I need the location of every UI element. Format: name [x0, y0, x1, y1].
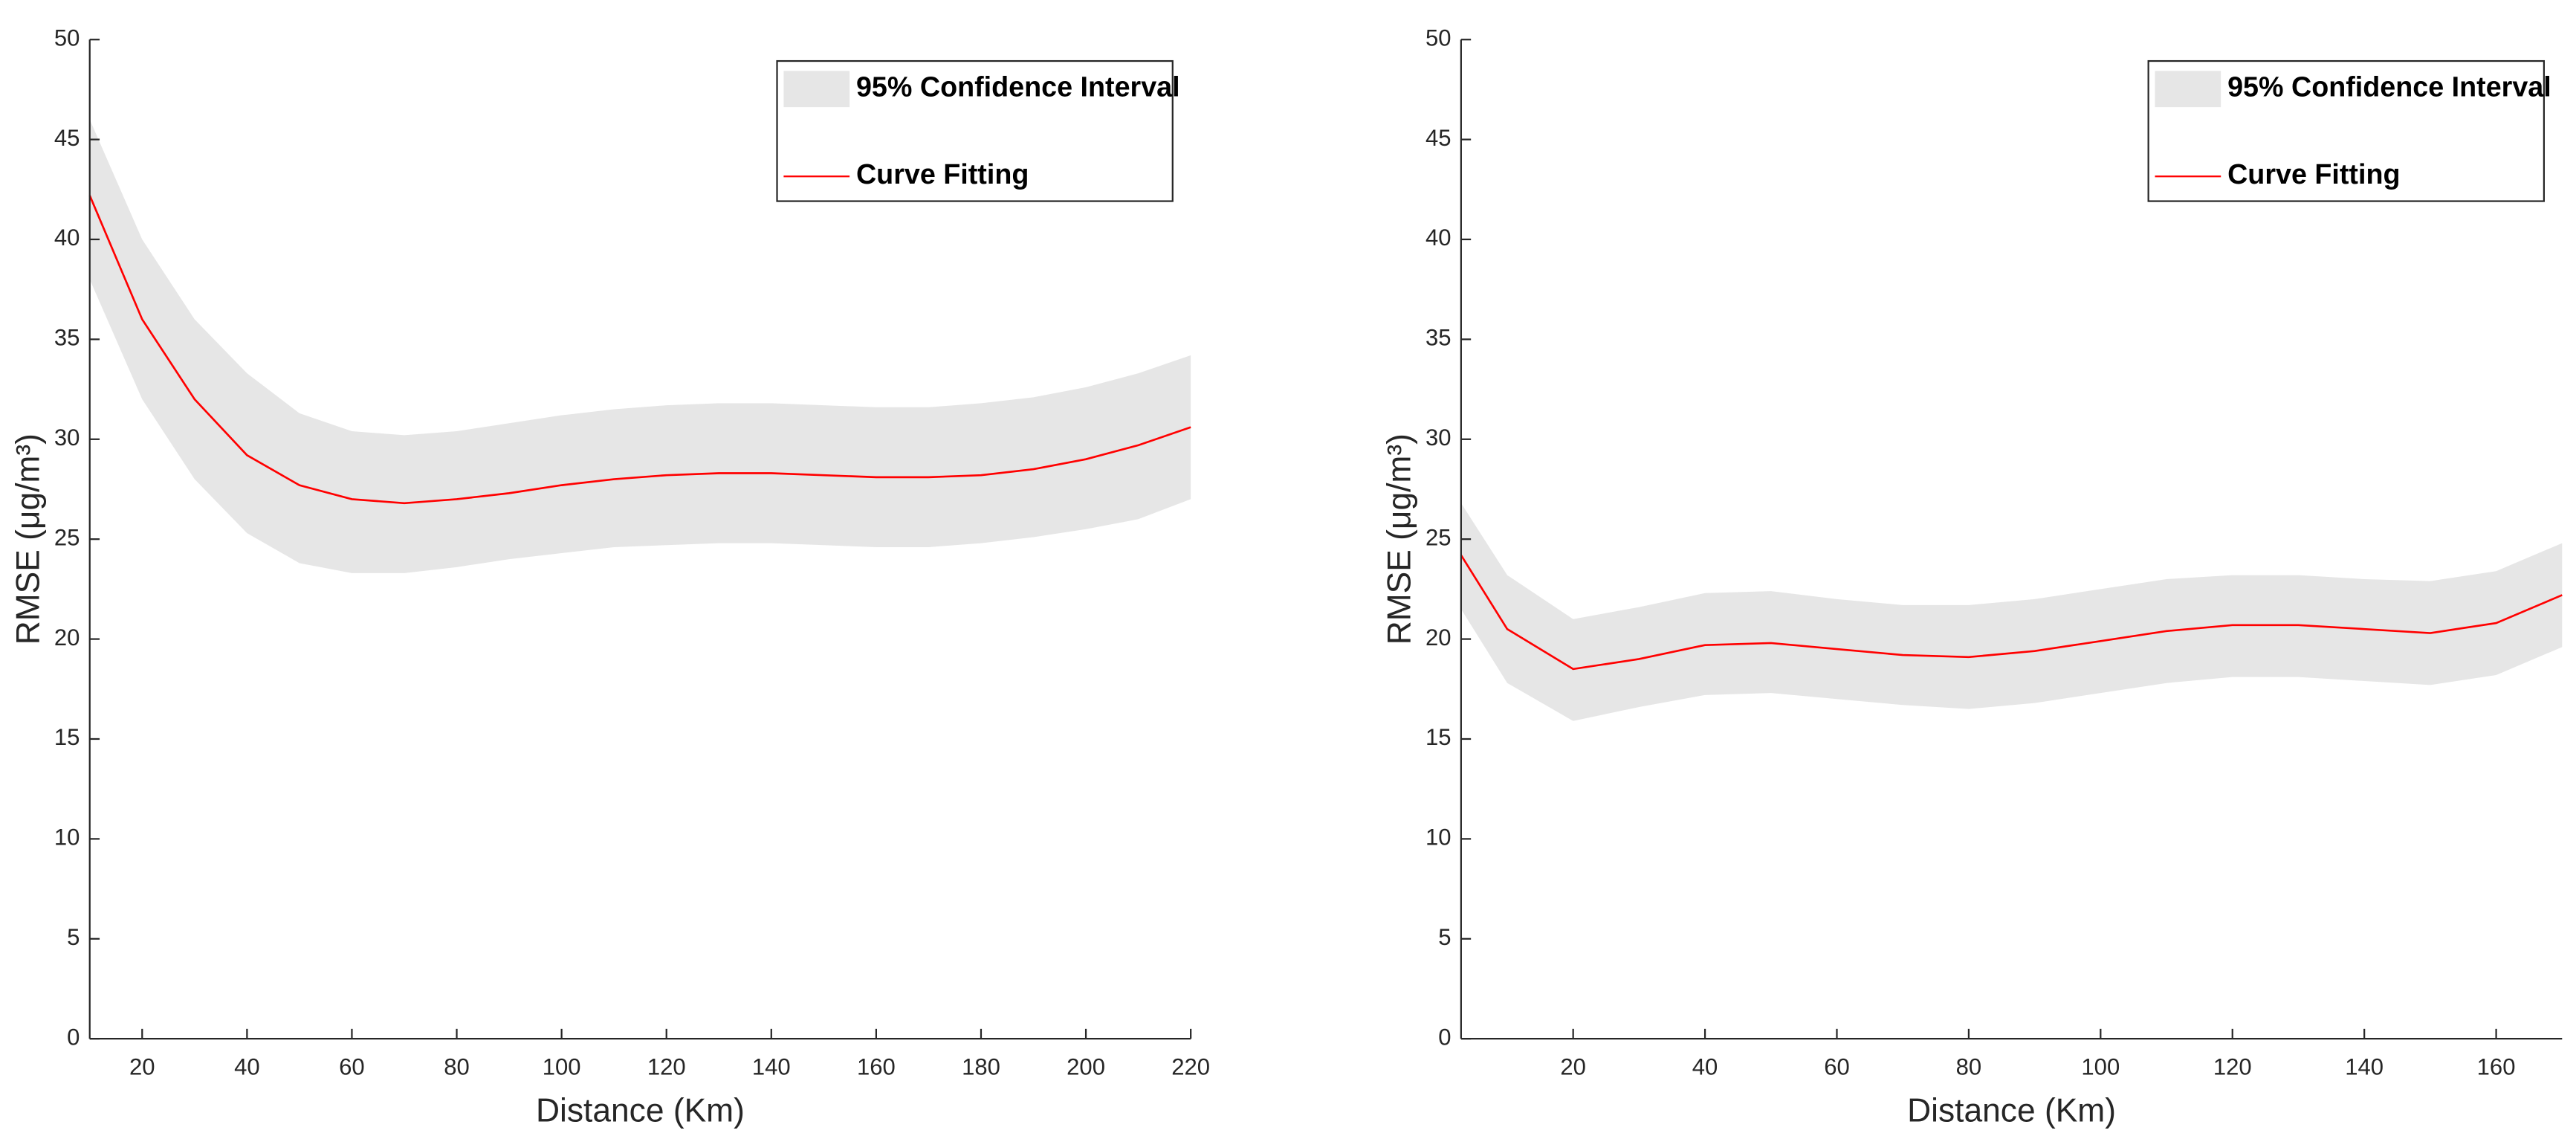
- x-tick-label: 140: [2345, 1053, 2384, 1079]
- fit-line: [88, 195, 1191, 505]
- legend-label: Curve Fitting: [856, 158, 1029, 190]
- y-tick-label: 50: [54, 25, 80, 51]
- legend-swatch: [783, 71, 850, 108]
- x-tick-label: 20: [129, 1053, 155, 1079]
- x-tick-label: 120: [2213, 1053, 2252, 1079]
- y-tick-label: 40: [54, 225, 80, 251]
- x-tick-label: 100: [543, 1053, 581, 1079]
- y-tick-label: 15: [54, 724, 80, 750]
- x-tick-label: 160: [857, 1053, 896, 1079]
- x-tick-label: 40: [234, 1053, 260, 1079]
- chart: 0 5 10 15 20 25 30 35 40 45 50 20 40 60 80 100 120 140 160…: [1382, 25, 2563, 1129]
- y-tick-label: 20: [54, 625, 80, 651]
- x-tick-label: 80: [1956, 1053, 1982, 1079]
- y-tick-label: 10: [54, 824, 80, 851]
- y-tick-label: 35: [1425, 325, 1452, 351]
- y-tick-label: 10: [1425, 824, 1452, 851]
- y-tick-label: 30: [1425, 425, 1452, 451]
- fit-line: [1460, 554, 2563, 671]
- y-tick-label: 50: [1425, 25, 1452, 51]
- y-tick-label: 0: [67, 1024, 80, 1050]
- legend-label: 95% Confidence Interval: [856, 71, 1180, 103]
- x-tick-label: 180: [962, 1053, 1000, 1079]
- legend-label: 95% Confidence Interval: [2227, 71, 2551, 103]
- y-tick-label: 25: [54, 524, 80, 550]
- x-tick-label: 220: [1171, 1053, 1210, 1079]
- x-tick-label: 140: [752, 1053, 791, 1079]
- x-tick-label: 120: [647, 1053, 686, 1079]
- x-tick-label: 160: [2477, 1053, 2516, 1079]
- y-tick-label: 45: [1425, 125, 1452, 151]
- y-axis-label: RMSE (μg/m³): [1382, 433, 1418, 645]
- x-tick-label: 40: [1692, 1053, 1718, 1079]
- legend-swatch: [2155, 71, 2221, 108]
- x-axis-label: Distance (Km): [1907, 1093, 2116, 1129]
- x-axis-label: Distance (Km): [536, 1093, 745, 1129]
- x-tick-label: 200: [1067, 1053, 1105, 1079]
- chart: 0 5 10 15 20 25 30 35 40 45 50 20 40 60 80 100 120 140 160…: [10, 25, 1210, 1129]
- y-tick-label: 45: [54, 125, 80, 151]
- y-tick-label: 0: [1438, 1024, 1451, 1050]
- y-tick-label: 35: [54, 325, 80, 351]
- x-tick-label: 60: [339, 1053, 365, 1079]
- y-tick-label: 25: [1425, 524, 1452, 550]
- x-tick-label: 20: [1560, 1053, 1586, 1079]
- y-tick-label: 5: [1438, 924, 1451, 950]
- y-tick-label: 40: [1425, 225, 1452, 251]
- confidence-band: [1460, 503, 2563, 721]
- legend-label: Curve Fitting: [2227, 158, 2400, 190]
- y-tick-label: 20: [1425, 625, 1452, 651]
- confidence-band: [89, 119, 1191, 573]
- y-tick-label: 5: [67, 924, 80, 950]
- x-tick-label: 60: [1824, 1053, 1850, 1079]
- x-tick-label: 80: [444, 1053, 470, 1079]
- y-axis-label: RMSE (μg/m³): [10, 433, 47, 645]
- y-tick-label: 30: [54, 425, 80, 451]
- y-tick-label: 15: [1425, 724, 1452, 750]
- x-tick-label: 100: [2081, 1053, 2120, 1079]
